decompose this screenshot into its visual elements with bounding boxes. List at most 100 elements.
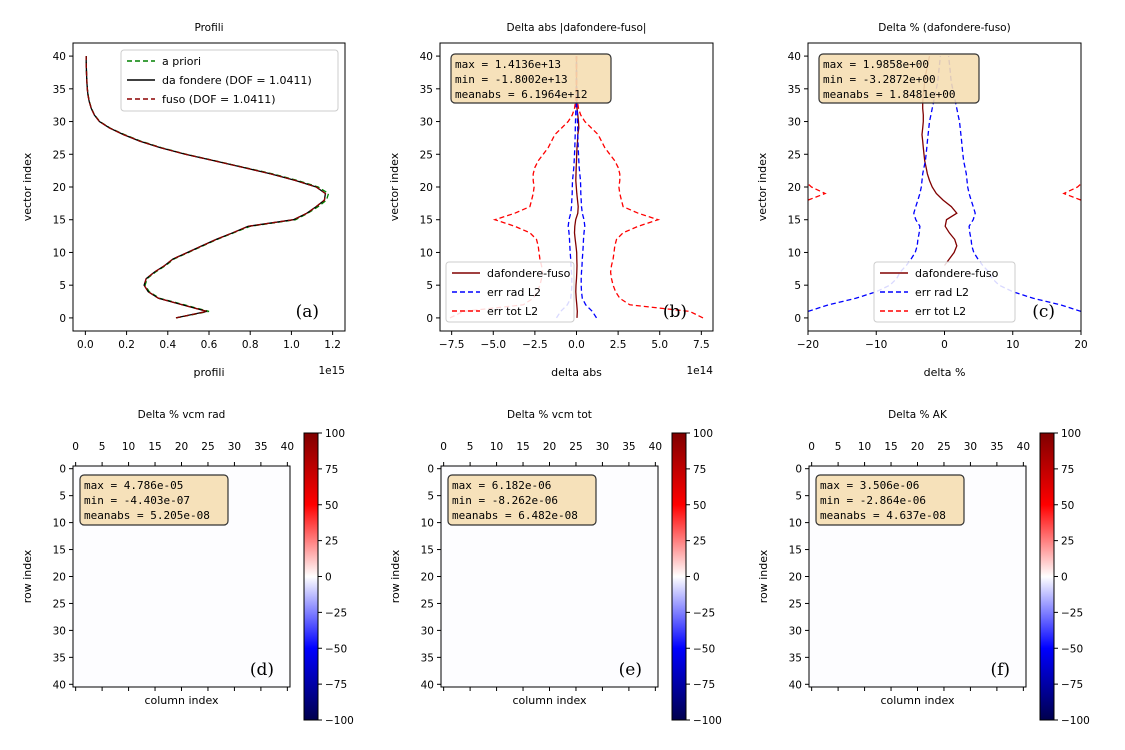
panel-f: Delta % AK 0 5 10 15 20 25 30 35 40 0 5 10 15 20 25 30 35… (757, 409, 1090, 727)
y-tick-label: 15 (53, 215, 66, 227)
stats-box-bg (79, 474, 229, 526)
x-tick-label: 35 (254, 441, 267, 453)
colorbar-tick-label: −100 (325, 715, 354, 727)
x-tick-label: 25 (937, 441, 950, 453)
legend-frame (873, 261, 1016, 323)
panel-tag: (f) (990, 660, 1010, 680)
colorbar-tick-label: 75 (693, 464, 706, 476)
y-tick-label: 10 (53, 518, 66, 530)
colorbar-tick-label: 25 (693, 536, 706, 548)
x-axis-label: delta abs (551, 366, 602, 379)
y-tick-label: 25 (53, 598, 66, 610)
y-tick-label: 20 (420, 182, 433, 194)
x-tick-label: 40 (281, 441, 294, 453)
legend-label: dafondere-fuso (915, 267, 999, 280)
x-tick-label: 15 (148, 441, 161, 453)
y-tick-label: 25 (53, 149, 66, 161)
stats-box-bg (815, 474, 965, 526)
colorbar-tick-label: 0 (693, 572, 700, 584)
x-tick-label: 1.0 (283, 339, 300, 351)
x-tick-label: 10 (122, 441, 135, 453)
stats-box-bg (818, 53, 980, 104)
x-tick-label: 7.5 (693, 339, 710, 351)
x-axis-label: column index (880, 694, 955, 707)
stats-box: max = 3.506e-06 min = -2.864e-06 meanabs =… (815, 474, 965, 526)
x-axis-label: profili (193, 366, 224, 379)
series-line-2 (575, 56, 598, 319)
x-tick-label: 15 (516, 441, 529, 453)
legend-label: dafondere-fuso (487, 267, 571, 280)
x-tick-label: 25 (569, 441, 582, 453)
y-tick-label: 35 (421, 652, 434, 664)
y-tick-label: 15 (789, 545, 802, 557)
stats-line: meanabs = 6.1964e+12 (455, 88, 587, 101)
stats-line: min = -1.8002e+13 (455, 73, 568, 86)
stats-line: max = 3.506e-06 (820, 479, 919, 492)
panel-title: Delta % (dafondere-fuso) (878, 22, 1010, 34)
colorbar-tick-label: 100 (325, 428, 345, 440)
y-tick-label: 30 (53, 117, 66, 129)
x-axis-label: column index (512, 694, 587, 707)
x-tick-label: −7.5 (439, 339, 465, 351)
colorbar-tick-label: −50 (325, 643, 347, 655)
x-tick-label: 5 (835, 441, 842, 453)
y-tick-label: 35 (789, 652, 802, 664)
panel-b: Delta abs |dafondere-fuso| −7.5 −5.0 −2.5 0.… (388, 22, 714, 379)
x-tick-label: −10 (865, 339, 887, 351)
y-tick-label: 0 (794, 313, 801, 325)
stats-box-bg (447, 474, 597, 526)
y-axis-label: vector index (756, 152, 769, 221)
stats-line: min = -3.2872e+00 (823, 73, 936, 86)
colorbar-tick-label: −75 (693, 679, 715, 691)
colorbar-tick-label: 75 (325, 464, 338, 476)
y-tick-label: 10 (789, 518, 802, 530)
stats-line: meanabs = 1.8481e+00 (823, 88, 955, 101)
x-offset-text: 1e15 (318, 365, 345, 377)
panel-title: Delta % AK (888, 409, 948, 421)
colorbar-tick-label: 0 (325, 572, 332, 584)
x-tick-label: 0.8 (242, 339, 259, 351)
colorbar-tick-label: −25 (1061, 607, 1083, 619)
x-tick-label: 30 (964, 441, 977, 453)
panel-e: Delta % vcm tot 0 5 10 15 20 25 30 35 40 0 5 10 15 20 2… (389, 409, 722, 727)
legend-label: a priori (162, 55, 201, 68)
colorbar-tick-label: 50 (1061, 500, 1074, 512)
x-tick-label: 0.6 (201, 339, 218, 351)
y-tick-label: 30 (420, 117, 433, 129)
x-axis-label: column index (144, 694, 219, 707)
x-tick-label: 0 (440, 441, 447, 453)
x-tick-label: 5 (467, 441, 474, 453)
y-tick-label: 30 (421, 625, 434, 637)
y-tick-label: 10 (53, 247, 66, 259)
y-tick-label: 5 (794, 280, 801, 292)
y-tick-label: 40 (53, 51, 66, 63)
stats-line: min = -2.864e-06 (820, 494, 926, 507)
panel-title: Delta % vcm rad (138, 409, 226, 421)
y-tick-label: 30 (789, 625, 802, 637)
x-tick-label: 2.5 (610, 339, 627, 351)
x-axis-label: delta % (924, 366, 966, 379)
y-tick-label: 35 (420, 84, 433, 96)
legend-label: err rad L2 (915, 286, 969, 299)
x-offset-text: 1e14 (686, 365, 713, 377)
legend-label: err tot L2 (487, 305, 538, 318)
series-line-1 (85, 56, 330, 319)
panel-tag: (b) (663, 302, 687, 322)
x-tick-label: 10 (490, 441, 503, 453)
plot-area (85, 56, 330, 319)
y-tick-label: 20 (788, 182, 801, 194)
colorbar-tick-label: −25 (693, 607, 715, 619)
y-tick-label: 0 (59, 464, 66, 476)
x-tick-label: 40 (1017, 441, 1030, 453)
x-tick-label: 40 (649, 441, 662, 453)
colorbar-tick-label: 50 (325, 500, 338, 512)
stats-line: meanabs = 5.205e-08 (84, 509, 210, 522)
x-tick-label: 0.0 (568, 339, 585, 351)
legend: a priori da fondere (DOF = 1.0411) fuso (D… (120, 49, 339, 112)
legend-frame (120, 49, 339, 112)
colorbar-tick-label: −50 (1061, 643, 1083, 655)
stats-box: max = 6.182e-06 min = -8.262e-06 meanabs =… (447, 474, 597, 526)
y-tick-label: 25 (788, 149, 801, 161)
x-tick-label: 35 (622, 441, 635, 453)
y-tick-label: 40 (789, 679, 802, 691)
